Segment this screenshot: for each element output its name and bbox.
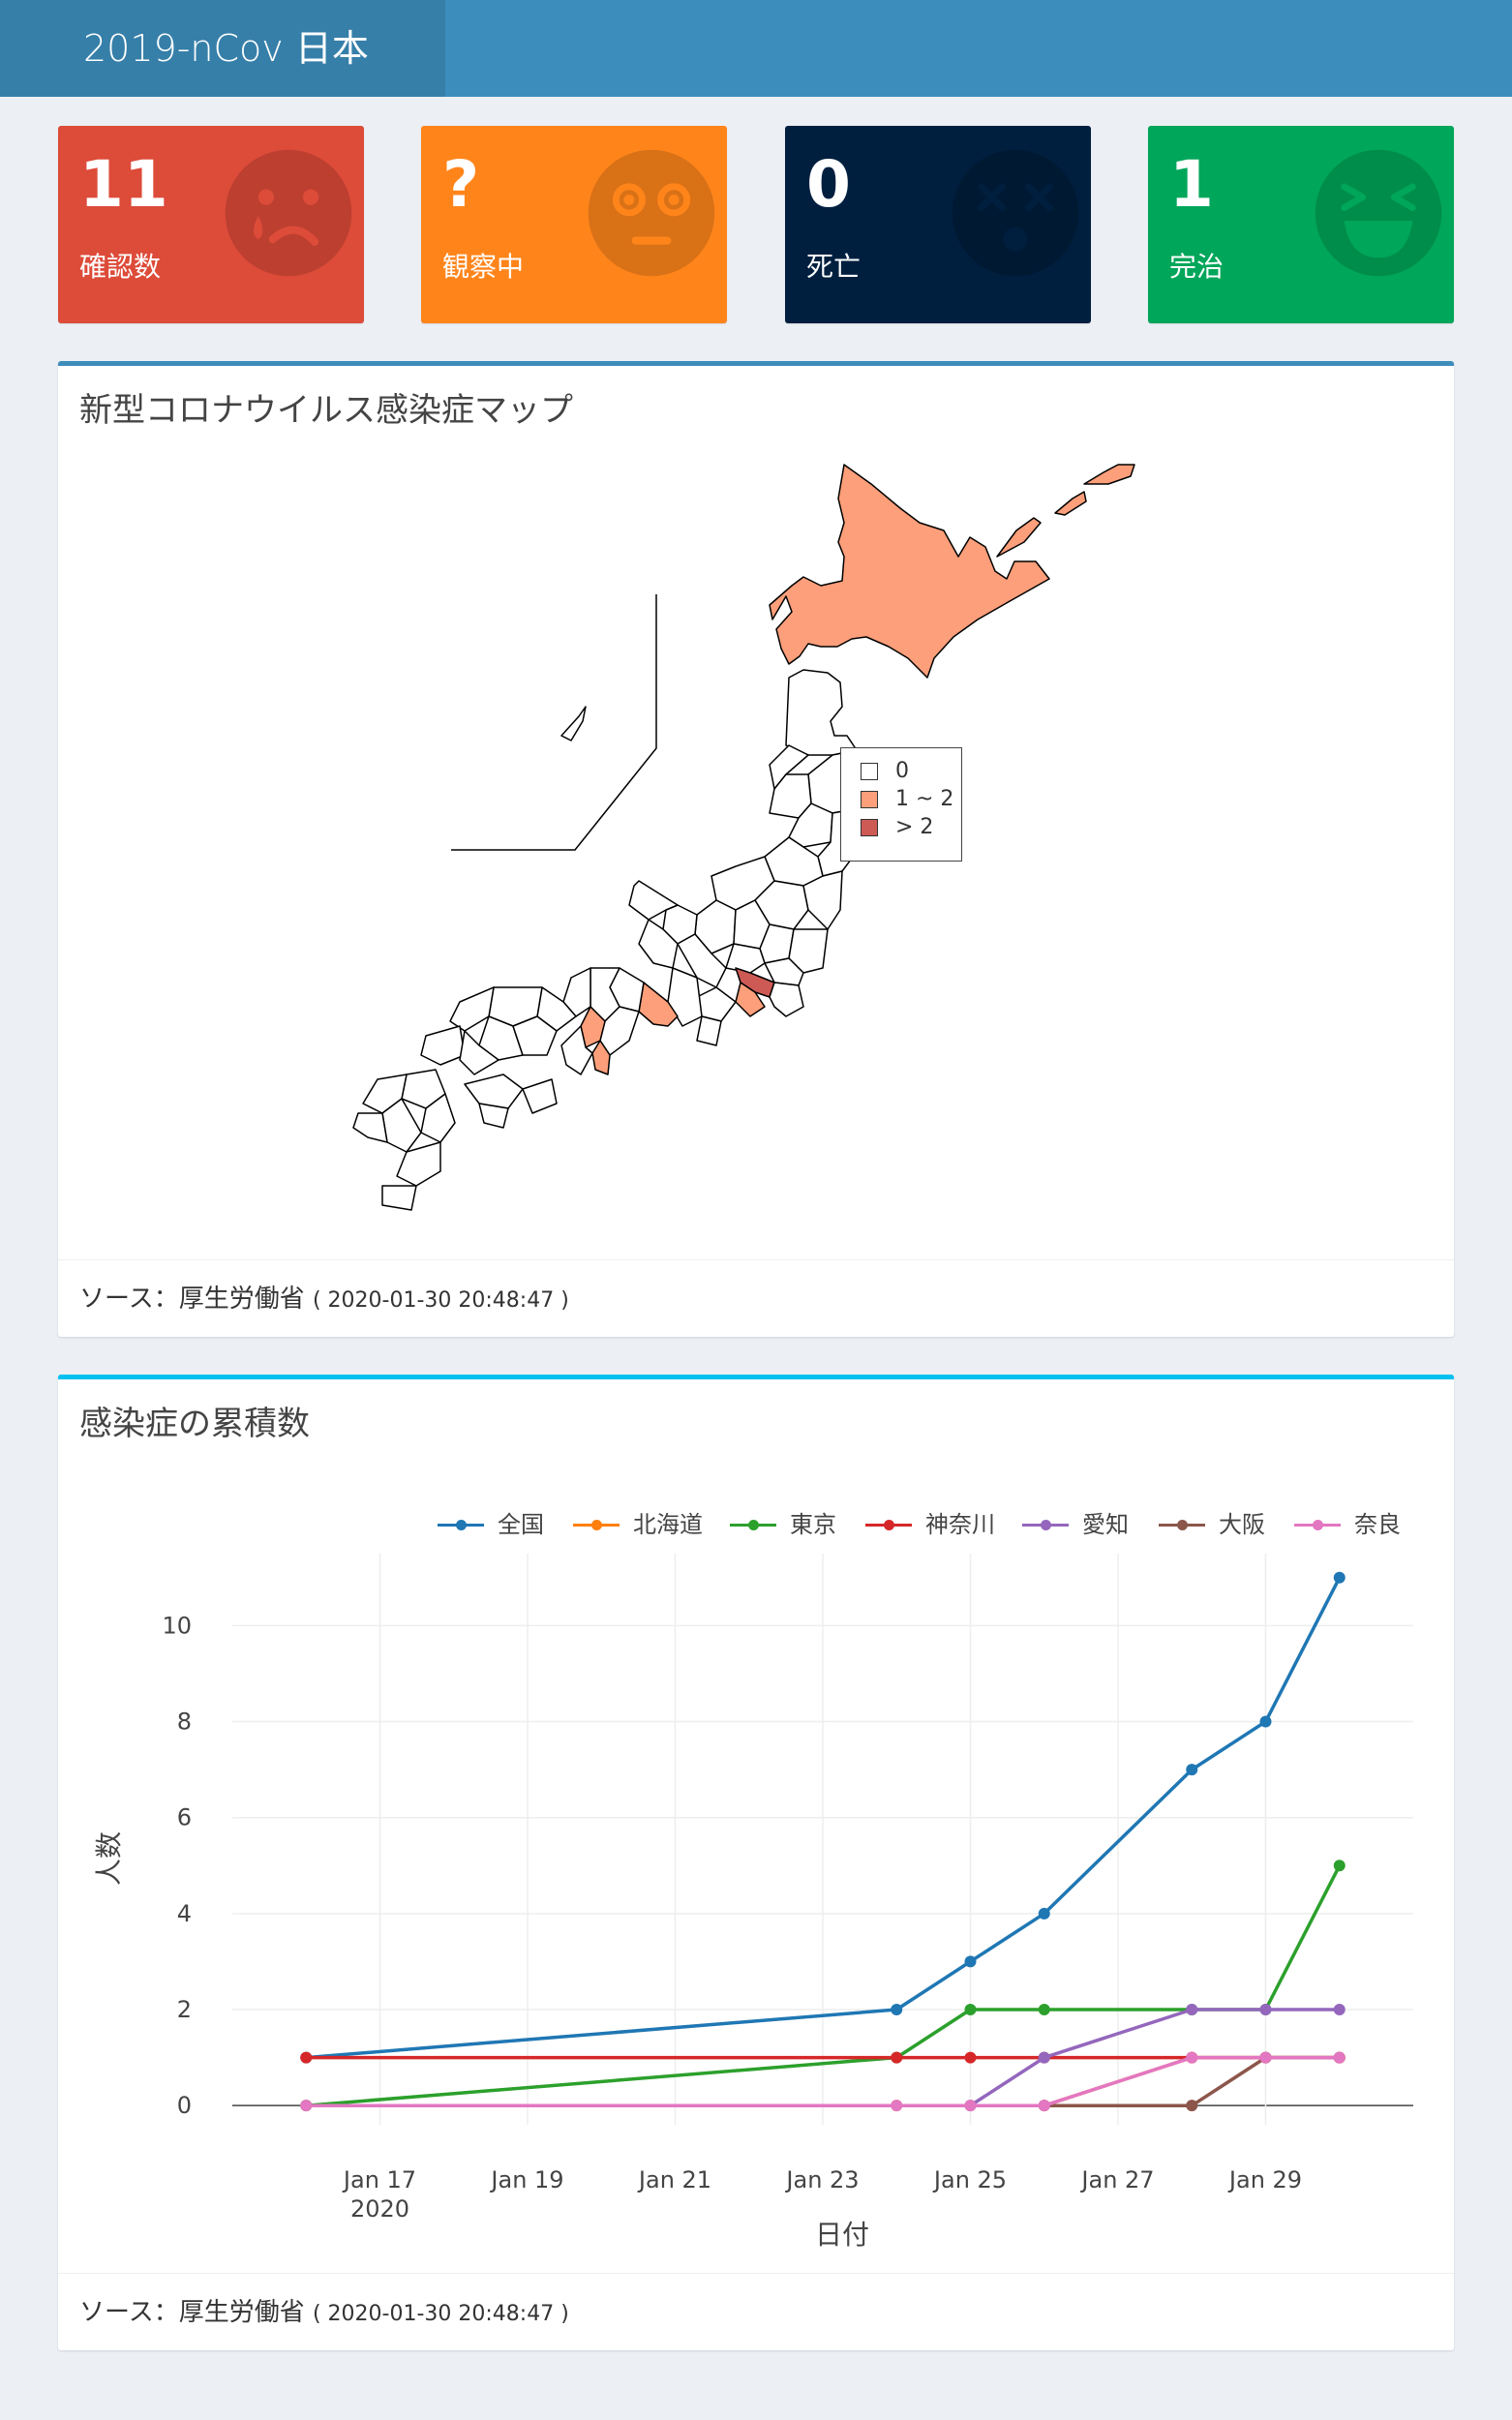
confirmed-value-box: 11 確認数 <box>58 126 364 323</box>
legend-series-name: 愛知 <box>1082 1511 1129 1538</box>
crying-face-icon <box>225 149 352 277</box>
legend-marker <box>456 1520 467 1530</box>
map-panel-footer: ソース：厚生労働省 ( 2020-01-30 20:48:47 ) <box>58 1259 1454 1337</box>
legend-item: 0 <box>861 759 909 783</box>
app-title[interactable]: 2019-nCov 日本 <box>0 0 445 97</box>
map-timestamp: ( 2020-01-30 20:48:47 ) <box>312 1288 569 1313</box>
legend-marker <box>748 1520 759 1530</box>
chart-source-label: ソース：厚生労働省 <box>79 2298 305 2327</box>
legend-item: 1 ~ 2 <box>861 787 954 811</box>
deaths-count: 0 <box>806 147 851 222</box>
deaths-value-box: 0 死亡 <box>785 126 1091 323</box>
recovered-value-box: 1 完治 <box>1148 126 1454 323</box>
legend-series-name: 全国 <box>498 1511 544 1538</box>
chart-timestamp: ( 2020-01-30 20:48:47 ) <box>312 2302 569 2326</box>
legend-series-name: 大阪 <box>1219 1511 1265 1538</box>
flushed-face-icon <box>588 149 715 277</box>
legend-swatch <box>861 763 878 780</box>
legend-marker <box>1041 1520 1051 1530</box>
deaths-label: 死亡 <box>806 251 862 283</box>
chart-legend[interactable]: 全国 北海道 東京 神奈川 愛知 大阪 奈良 <box>438 1510 1454 1539</box>
legend-marker <box>1177 1520 1188 1530</box>
recovered-count: 1 <box>1169 147 1214 222</box>
observing-count: ? <box>442 147 480 222</box>
observing-value-box: ? 観察中 <box>421 126 727 323</box>
laughing-face-icon <box>1315 149 1442 277</box>
legend-marker <box>591 1520 602 1530</box>
map-panel-title: 新型コロナウイルス感染症マップ <box>79 391 573 430</box>
legend-swatch <box>861 791 878 808</box>
dizzy-face-icon <box>952 149 1079 277</box>
observing-label: 観察中 <box>442 251 525 283</box>
legend-label: 0 <box>895 759 909 783</box>
legend-series-name: 神奈川 <box>925 1511 995 1538</box>
map-source-label: ソース：厚生労働省 <box>79 1285 305 1314</box>
legend-series-name: 北海道 <box>633 1511 703 1538</box>
recovered-label: 完治 <box>1169 251 1225 283</box>
legend-series-name: 奈良 <box>1354 1511 1401 1538</box>
confirmed-count: 11 <box>79 147 168 222</box>
legend-series-name: 東京 <box>790 1511 836 1538</box>
chart-panel-title: 感染症の累積数 <box>79 1405 310 1443</box>
top-navbar: 2019-nCov 日本 <box>0 0 1512 97</box>
chart-panel-footer: ソース：厚生労働省 ( 2020-01-30 20:48:47 ) <box>58 2273 1454 2350</box>
map-legend: 0 1 ~ 2 > 2 <box>840 747 962 862</box>
legend-marker <box>884 1520 894 1530</box>
legend-label: > 2 <box>895 815 934 839</box>
legend-swatch <box>861 819 878 836</box>
legend-label: 1 ~ 2 <box>895 787 954 811</box>
legend-item: > 2 <box>861 815 934 839</box>
confirmed-label: 確認数 <box>79 251 162 283</box>
legend-marker <box>1313 1520 1323 1530</box>
map-panel: 新型コロナウイルス感染症マップ ソース：厚生労働省 ( 2020-01-30 2… <box>58 361 1454 1337</box>
